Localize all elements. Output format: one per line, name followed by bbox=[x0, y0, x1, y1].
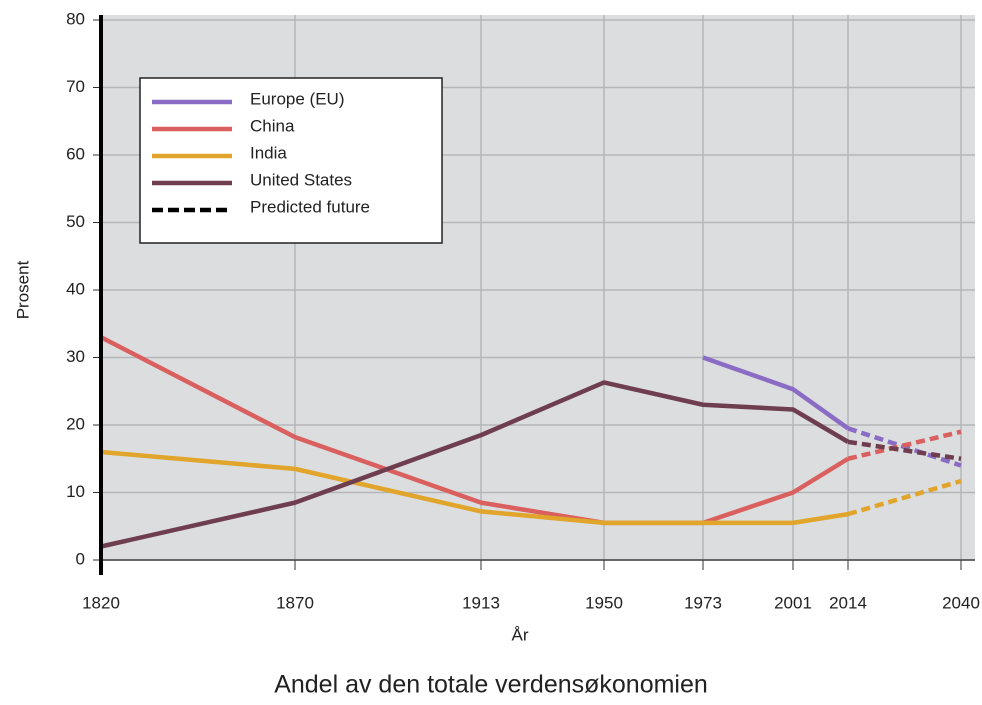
y-tick-label: 70 bbox=[66, 77, 85, 96]
y-tick-label: 40 bbox=[66, 279, 85, 298]
legend-box bbox=[139, 77, 443, 244]
y-tick-label: 30 bbox=[66, 347, 85, 366]
x-axis-label: År bbox=[512, 625, 529, 644]
series-line bbox=[702, 355, 850, 431]
legend-label: India bbox=[250, 143, 287, 162]
y-tick-label: 0 bbox=[76, 549, 85, 568]
x-tick-label: 2014 bbox=[829, 593, 867, 612]
y-tick-label: 50 bbox=[66, 212, 85, 231]
legend-label: Europe (EU) bbox=[250, 89, 344, 108]
y-tick-label: 20 bbox=[66, 414, 85, 433]
y-axis-label: Prosent bbox=[13, 260, 32, 319]
legend-label: United States bbox=[250, 170, 352, 189]
legend-forecast-label: Predicted future bbox=[250, 197, 370, 216]
legend: Europe (EU) China India United States Predic… bbox=[139, 77, 443, 244]
x-tick-label: 1913 bbox=[462, 593, 500, 612]
y-tick-label: 80 bbox=[66, 9, 85, 28]
y-tick-label: 10 bbox=[66, 482, 85, 501]
series-line bbox=[100, 449, 849, 526]
forecast-line bbox=[847, 429, 962, 461]
y-tick-label: 60 bbox=[66, 144, 85, 163]
forecast-line bbox=[847, 439, 962, 461]
x-tick-label: 1870 bbox=[276, 593, 314, 612]
x-tick-label: 1820 bbox=[82, 593, 120, 612]
caption: Andel av den totale verdensøkonomien bbox=[274, 671, 708, 699]
x-tick-label: 2001 bbox=[774, 593, 812, 612]
series-line bbox=[100, 380, 850, 549]
x-tick-label: 2040 bbox=[942, 593, 980, 612]
x-tick-label: 1950 bbox=[585, 593, 623, 612]
forecast-line bbox=[847, 478, 962, 517]
legend-label: China bbox=[250, 116, 295, 135]
x-tick-label: 1973 bbox=[684, 593, 722, 612]
